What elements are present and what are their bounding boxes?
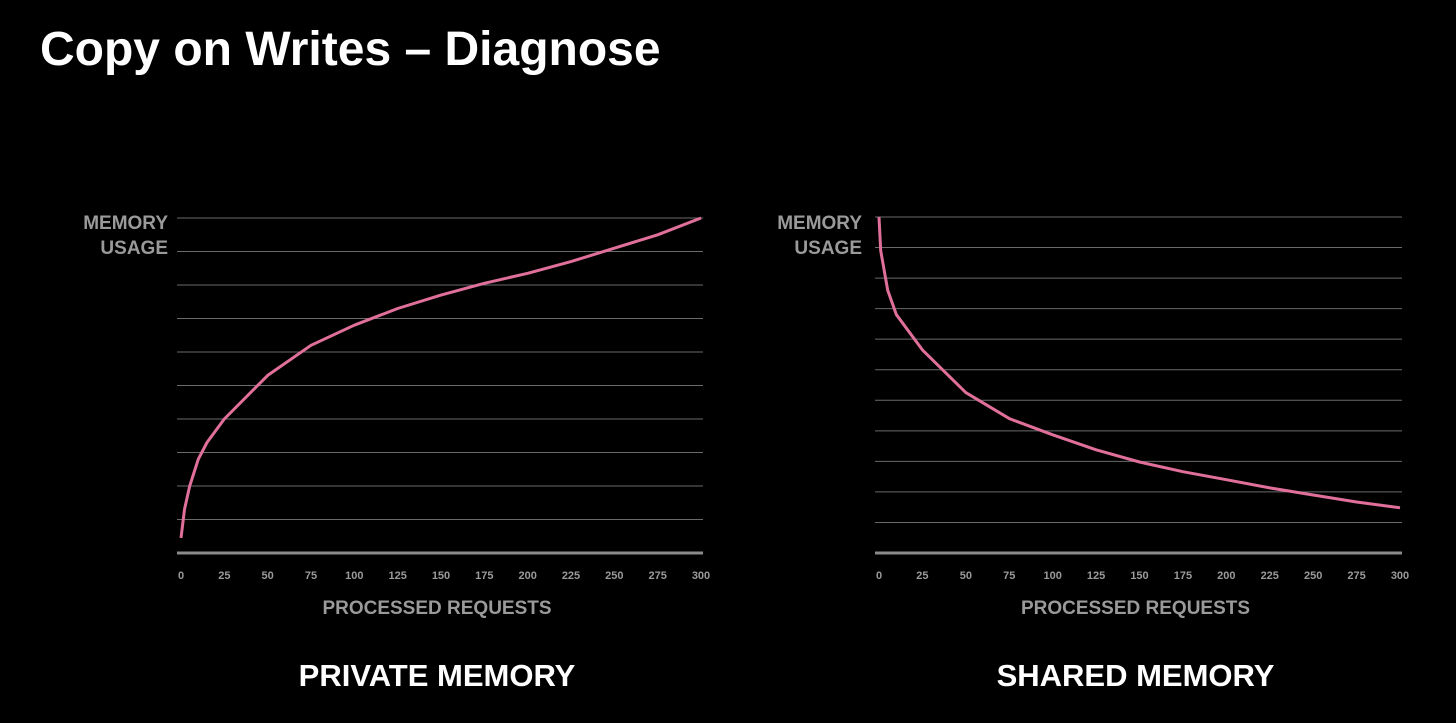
x-tick-label: 225 [1261,570,1279,582]
x-tick-label: 250 [605,570,623,582]
slide-title: Copy on Writes – Diagnose [40,23,661,76]
x-axis-label: PROCESSED REQUESTS [322,598,551,619]
y-axis-label: MEMORY USAGE [777,213,862,259]
x-tick-label: 100 [345,570,363,582]
x-tick-label: 75 [1003,570,1015,582]
chart-caption: PRIVATE MEMORY [299,658,576,693]
x-axis-label: PROCESSED REQUESTS [1021,598,1250,619]
x-tick-label: 50 [262,570,274,582]
x-tick-label: 50 [960,570,972,582]
chart-caption: SHARED MEMORY [997,658,1275,693]
x-tick-label: 200 [1217,570,1235,582]
x-tick-label: 0 [178,570,184,582]
x-tick-label: 225 [562,570,580,582]
x-tick-label: 150 [1130,570,1148,582]
x-tick-label: 75 [305,570,317,582]
x-tick-label: 100 [1043,570,1061,582]
x-tick-label: 150 [432,570,450,582]
x-tick-label: 0 [876,570,882,582]
x-tick-label: 200 [518,570,536,582]
x-tick-label: 250 [1304,570,1322,582]
y-axis-label: MEMORY USAGE [83,213,168,259]
x-tick-label: 125 [388,570,406,582]
data-line [179,216,702,539]
x-tick-label: 125 [1087,570,1105,582]
x-tick-label: 25 [218,570,230,582]
data-line [877,216,1401,510]
x-tick-label: 25 [916,570,928,582]
x-tick-label: 300 [692,570,710,582]
x-tick-label: 300 [1391,570,1409,582]
x-tick-label: 175 [1174,570,1192,582]
x-tick-label: 275 [648,570,666,582]
x-tick-label: 175 [475,570,493,582]
x-tick-label: 275 [1347,570,1365,582]
